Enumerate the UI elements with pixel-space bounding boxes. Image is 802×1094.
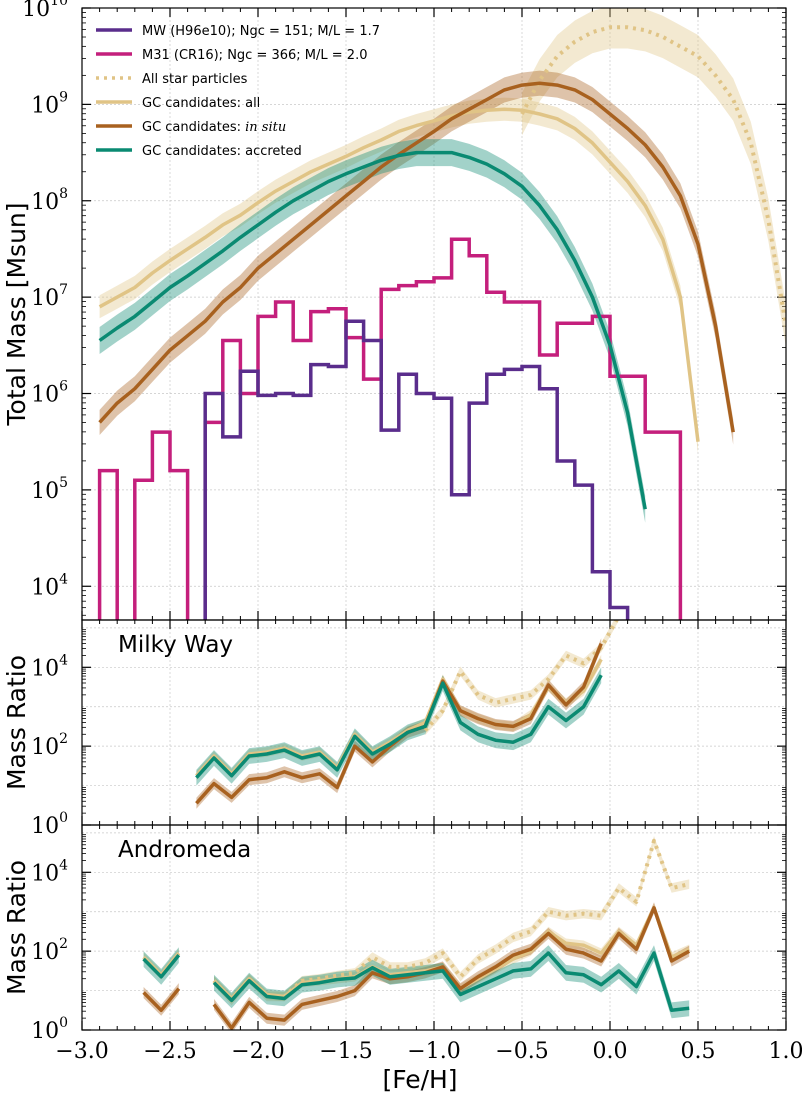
y-tick-label: 108	[31, 186, 68, 215]
y-tick-base: 10	[31, 814, 59, 839]
m31-histogram	[97, 237, 683, 620]
y-axis-label: Total Mass [Msun]	[2, 202, 31, 426]
ratio-gc-insitu-line-segment-0	[142, 987, 181, 1013]
y-tick-label: 106	[31, 379, 68, 408]
gc-accreted-line-segment-0	[98, 150, 647, 510]
legend: MW (H96e10); Ngc = 151; M/L = 1.7 M31 (CR…	[96, 24, 380, 159]
y-tick-label: 1010	[22, 0, 68, 22]
gc-all-line-segment-0	[98, 107, 700, 442]
legend-label-gc_acc: GC candidates: accreted	[142, 144, 302, 159]
panel-title: Andromeda	[118, 837, 251, 863]
y-tick-base: 10	[31, 940, 59, 965]
x-axis-label: [Fe/H]	[382, 1065, 457, 1094]
x-axis: −3.0 −2.5 −2.0 −1.5 −1.0 −0.5 0.0 0.5 1.0	[55, 1039, 802, 1064]
y-tick-base: 10	[31, 479, 59, 504]
y-tick-exponent: 9	[59, 89, 68, 105]
y-tick-exponent: 6	[59, 379, 68, 395]
x-tick-label: −1.5	[319, 1039, 372, 1064]
y-tick-label: 105	[31, 475, 68, 504]
y-tick-exponent: 4	[59, 652, 68, 668]
ratio-gc-accreted-line-segment-1	[212, 951, 690, 1013]
y-tick-base: 10	[31, 575, 59, 600]
x-tick-label: 1.0	[769, 1039, 802, 1064]
all-stars-band-0	[522, 8, 786, 348]
legend-label-italic: in situ	[245, 120, 286, 135]
ratio-all-stars-line-segment-0	[423, 620, 619, 732]
y-tick-exponent: 0	[59, 1015, 68, 1031]
ratio-gc-insitu-line-segment-1	[212, 906, 691, 1030]
legend-label-mw: MW (H96e10); Ngc = 151; M/L = 1.7	[142, 24, 380, 39]
y-tick-base: 10	[31, 383, 59, 408]
legend-label-m31: M31 (CR16); Ngc = 366; M/L = 2.0	[142, 48, 367, 63]
gc-insitu-line-segment-0	[98, 81, 735, 433]
ratio-gc-accreted-band-0	[143, 947, 179, 985]
x-tick-label: −2.5	[143, 1039, 196, 1064]
y-tick-exponent: 5	[59, 475, 68, 491]
y-tick-label: 104	[31, 571, 68, 600]
ratio-gc-accreted-line-segment-0	[195, 674, 603, 779]
y-tick-exponent: 4	[59, 571, 68, 587]
y-tick-label: 104	[31, 652, 68, 681]
y-axis-label: Mass Ratio	[2, 860, 31, 995]
x-tick-label: 0.5	[681, 1039, 716, 1064]
y-tick-label: 107	[31, 282, 68, 311]
y-tick-label: 102	[31, 731, 68, 760]
ratio-gc-accreted-line-segment-0	[142, 953, 181, 979]
y-tick-exponent: 0	[59, 810, 68, 826]
y-tick-exponent: 2	[59, 731, 68, 747]
y-tick-exponent: 10	[50, 0, 68, 9]
y-axis-label: Mass Ratio	[2, 655, 31, 790]
y-tick-exponent: 7	[59, 282, 68, 298]
legend-label-gc_all: GC candidates: all	[142, 96, 260, 111]
ratio-all-stars-line-segment-0	[212, 838, 690, 1003]
x-tick-label: −0.5	[495, 1039, 548, 1064]
y-tick-label: 102	[31, 936, 68, 965]
x-tick-label: −2.0	[231, 1039, 284, 1064]
gc-insitu-band-0	[99, 70, 734, 445]
y-tick-base: 10	[31, 656, 59, 681]
y-tick-base: 10	[31, 286, 59, 311]
y-tick-base: 10	[31, 1019, 59, 1044]
y-tick-exponent: 4	[59, 857, 68, 873]
y-tick-label: 100	[31, 810, 68, 839]
y-tick-base: 10	[31, 861, 59, 886]
x-tick-label: −3.0	[55, 1039, 108, 1064]
y-tick-label: 104	[31, 857, 68, 886]
legend-label-gc_insitu: GC candidates: in situ	[142, 120, 286, 135]
legend-label-all_stars: All star particles	[142, 72, 248, 87]
legend-label-part: GC candidates:	[142, 120, 245, 135]
y-tick-base: 10	[31, 735, 59, 760]
x-tick-label: −1.0	[407, 1039, 460, 1064]
x-tick-label: 0.0	[593, 1039, 628, 1064]
ratio-all-stars-band-0	[425, 620, 619, 736]
gc-accreted-band-0	[99, 139, 646, 523]
y-tick-base: 10	[31, 190, 59, 215]
y-tick-label: 100	[31, 1015, 68, 1044]
panel-frame	[81, 824, 787, 1031]
mw-histogram	[203, 319, 630, 620]
y-tick-label: 109	[31, 89, 68, 118]
y-tick-exponent: 2	[59, 936, 68, 952]
y-tick-base: 10	[22, 0, 50, 22]
panel-title: Milky Way	[118, 632, 233, 658]
y-tick-base: 10	[31, 93, 59, 118]
y-tick-exponent: 8	[59, 186, 68, 202]
